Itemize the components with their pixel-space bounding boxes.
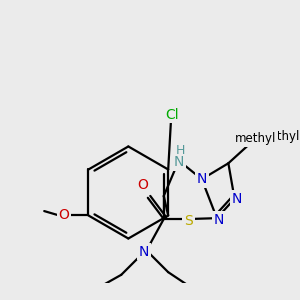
Text: Cl: Cl	[165, 108, 178, 122]
Text: N: N	[232, 192, 242, 206]
Text: O: O	[137, 178, 148, 192]
Text: O: O	[58, 208, 69, 223]
Text: N: N	[213, 213, 224, 227]
Text: N: N	[174, 155, 184, 170]
Text: S: S	[184, 214, 193, 228]
Text: methyl: methyl	[259, 130, 300, 143]
Text: H: H	[176, 143, 185, 157]
Text: methyl: methyl	[235, 132, 277, 145]
Text: N: N	[196, 172, 207, 186]
Text: N: N	[139, 245, 149, 259]
